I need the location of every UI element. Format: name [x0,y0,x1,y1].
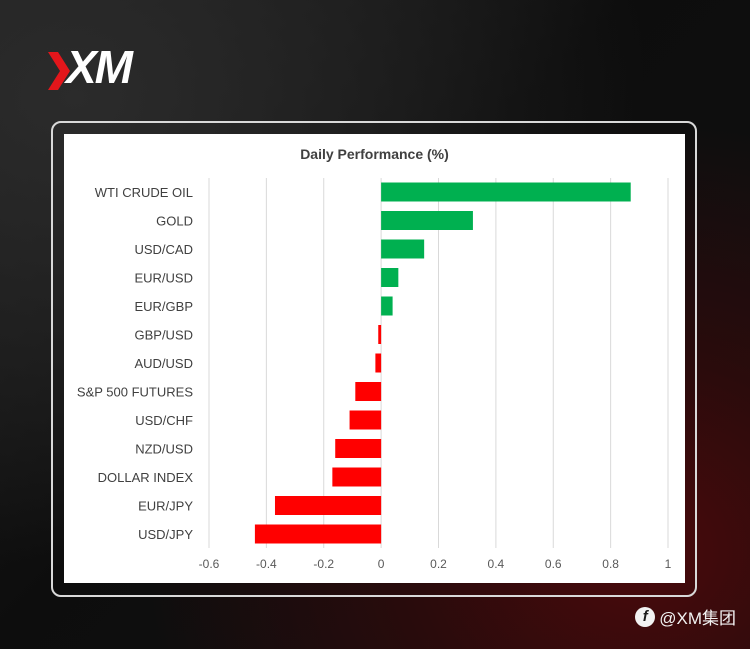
x-tick-label: 1 [665,557,672,571]
bar-chart: -0.6 -0.4 -0.2 0 0.2 0.4 0.6 0.8 1 WTI CRUDE OIL G… [77,178,672,571]
bar [381,182,631,202]
chart-title: Daily Performance (%) [300,146,449,162]
category-label: EUR/GBP [134,299,193,314]
category-label: USD/CHF [135,413,193,428]
x-tick-label: 0.2 [430,557,447,571]
chart-frame [51,121,697,597]
category-label: AUD/USD [134,356,193,371]
category-label: GOLD [156,214,193,229]
bar [349,410,382,430]
bar [254,524,382,544]
x-tick-label: 0.6 [545,557,562,571]
watermark: f @XM集团 [635,604,736,629]
bar [274,496,382,515]
category-label: NZD/USD [135,442,193,457]
weibo-icon: f [635,606,656,627]
chart-panel: Daily Performance (%) -0.6 -0.4 -0.2 0 0.2 0.… [64,134,685,583]
bar [381,268,399,287]
xm-logo-mark [48,52,70,90]
bar [381,239,425,259]
x-tick-label: 0 [378,557,385,571]
category-label: EUR/USD [134,271,193,286]
category-label: EUR/JPY [138,499,193,514]
x-tick-label: -0.6 [199,557,220,571]
x-tick-label: 0.8 [602,557,619,571]
category-label: S&P 500 FUTURES [77,385,193,400]
bar [375,353,382,373]
category-label: USD/CAD [134,242,193,257]
category-label: DOLLAR INDEX [98,470,194,485]
x-tick-label: -0.4 [256,557,277,571]
bar [378,325,382,344]
category-label: WTI CRUDE OIL [95,185,193,200]
category-label: GBP/USD [134,328,193,343]
x-tick-label: -0.2 [313,557,334,571]
bar [381,296,393,316]
bar [381,211,473,230]
bar [335,439,382,458]
watermark-text: @XM集团 [659,609,736,628]
bar [355,382,382,401]
x-tick-label: 0.4 [488,557,505,571]
xm-logo-text: XM [66,41,133,93]
category-label: USD/JPY [138,527,193,542]
bar [332,467,382,487]
